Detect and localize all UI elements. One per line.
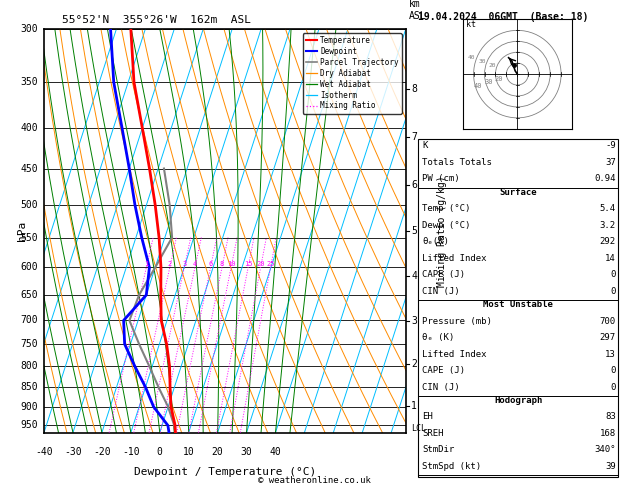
Text: Most Unstable: Most Unstable <box>483 300 554 309</box>
Text: EH: EH <box>422 413 433 421</box>
Text: LCL: LCL <box>411 424 426 434</box>
Text: 30: 30 <box>479 59 486 64</box>
Text: 5.4: 5.4 <box>599 204 616 213</box>
Text: 450: 450 <box>21 163 38 174</box>
Text: Surface: Surface <box>499 188 537 197</box>
Text: 0: 0 <box>610 366 616 375</box>
Text: 350: 350 <box>21 77 38 87</box>
Text: Totals Totals: Totals Totals <box>422 158 492 167</box>
Text: Hodograph: Hodograph <box>494 396 542 405</box>
Text: 3.2: 3.2 <box>599 221 616 230</box>
Legend: Temperature, Dewpoint, Parcel Trajectory, Dry Adiabat, Wet Adiabat, Isotherm, Mi: Temperature, Dewpoint, Parcel Trajectory… <box>303 33 402 114</box>
Text: 900: 900 <box>21 402 38 412</box>
Text: 5: 5 <box>411 226 417 236</box>
Text: 3: 3 <box>182 261 186 267</box>
Text: 650: 650 <box>21 290 38 300</box>
Text: 550: 550 <box>21 232 38 243</box>
Text: 7: 7 <box>411 132 417 142</box>
Text: 850: 850 <box>21 382 38 392</box>
Text: 30: 30 <box>241 447 252 457</box>
Text: StmSpd (kt): StmSpd (kt) <box>422 462 481 471</box>
Text: Mixing Ratio (g/kg): Mixing Ratio (g/kg) <box>437 175 447 287</box>
Text: 10: 10 <box>227 261 235 267</box>
Text: 37: 37 <box>605 158 616 167</box>
Text: -40: -40 <box>35 447 53 457</box>
Text: 40: 40 <box>270 447 281 457</box>
Text: 1: 1 <box>144 261 148 267</box>
Text: 8: 8 <box>220 261 224 267</box>
Text: Lifted Index: Lifted Index <box>422 349 487 359</box>
Text: 19.04.2024  06GMT  (Base: 18): 19.04.2024 06GMT (Base: 18) <box>418 12 589 22</box>
Text: 0: 0 <box>610 287 616 296</box>
Text: Lifted Index: Lifted Index <box>422 254 487 263</box>
Text: © weatheronline.co.uk: © weatheronline.co.uk <box>258 476 371 485</box>
Text: 8: 8 <box>411 84 417 94</box>
Text: 168: 168 <box>599 429 616 438</box>
Text: Pressure (mb): Pressure (mb) <box>422 316 492 326</box>
Text: 10: 10 <box>183 447 194 457</box>
Text: 0: 0 <box>157 447 163 457</box>
Text: 800: 800 <box>21 361 38 371</box>
Text: 20: 20 <box>494 75 503 82</box>
Text: 600: 600 <box>21 262 38 273</box>
Text: 40: 40 <box>468 55 476 60</box>
Text: 39: 39 <box>605 462 616 471</box>
Text: 500: 500 <box>21 200 38 210</box>
Text: 20: 20 <box>212 447 223 457</box>
Text: CIN (J): CIN (J) <box>422 287 460 296</box>
Text: SREH: SREH <box>422 429 443 438</box>
Text: 6: 6 <box>411 180 417 190</box>
Text: 292: 292 <box>599 237 616 246</box>
Text: 700: 700 <box>599 316 616 326</box>
Text: 2: 2 <box>411 359 417 369</box>
Text: kt: kt <box>466 20 476 29</box>
Text: 20: 20 <box>257 261 265 267</box>
Text: 25: 25 <box>266 261 275 267</box>
Text: 300: 300 <box>21 24 38 34</box>
Text: CIN (J): CIN (J) <box>422 382 460 392</box>
Text: 6: 6 <box>208 261 213 267</box>
Text: km
ASL: km ASL <box>409 0 427 21</box>
Text: 0: 0 <box>610 270 616 279</box>
Text: 20: 20 <box>489 63 496 68</box>
Text: Dewp (°C): Dewp (°C) <box>422 221 470 230</box>
Text: Dewpoint / Temperature (°C): Dewpoint / Temperature (°C) <box>134 467 316 477</box>
Text: 0: 0 <box>610 382 616 392</box>
Text: CAPE (J): CAPE (J) <box>422 270 465 279</box>
Text: StmDir: StmDir <box>422 446 454 454</box>
Text: K: K <box>422 141 428 151</box>
Text: -30: -30 <box>64 447 82 457</box>
Text: -10: -10 <box>122 447 140 457</box>
Text: 950: 950 <box>21 420 38 431</box>
Text: θₑ(K): θₑ(K) <box>422 237 449 246</box>
Text: 55°52'N  355°26'W  162m  ASL: 55°52'N 355°26'W 162m ASL <box>62 15 251 25</box>
Text: 1: 1 <box>411 401 417 412</box>
Text: 2: 2 <box>168 261 172 267</box>
Text: CAPE (J): CAPE (J) <box>422 366 465 375</box>
Text: 340°: 340° <box>594 446 616 454</box>
Text: 83: 83 <box>605 413 616 421</box>
Text: hPa: hPa <box>18 221 27 241</box>
Text: 15: 15 <box>244 261 252 267</box>
Text: -20: -20 <box>93 447 111 457</box>
Text: 750: 750 <box>21 339 38 349</box>
Text: 0.94: 0.94 <box>594 174 616 184</box>
Text: 400: 400 <box>21 123 38 133</box>
Text: 40: 40 <box>474 83 482 89</box>
Text: 14: 14 <box>605 254 616 263</box>
Text: 700: 700 <box>21 315 38 326</box>
Text: 3: 3 <box>411 316 417 326</box>
Text: θₑ (K): θₑ (K) <box>422 333 454 342</box>
Text: 4: 4 <box>193 261 197 267</box>
Text: Temp (°C): Temp (°C) <box>422 204 470 213</box>
Text: -9: -9 <box>605 141 616 151</box>
Text: PW (cm): PW (cm) <box>422 174 460 184</box>
Text: 30: 30 <box>484 79 493 85</box>
Text: 297: 297 <box>599 333 616 342</box>
Text: 13: 13 <box>605 349 616 359</box>
Text: 4: 4 <box>411 272 417 281</box>
